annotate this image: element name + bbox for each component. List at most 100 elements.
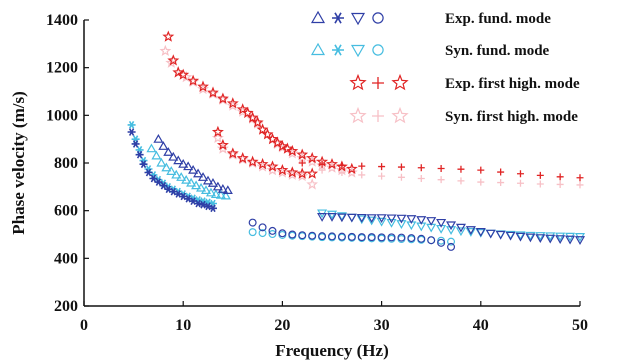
data-point <box>266 160 279 172</box>
data-point <box>485 229 496 239</box>
data-point <box>149 174 158 183</box>
data-point <box>188 164 199 174</box>
data-point <box>308 231 317 240</box>
legend: Exp. fund. mode Syn. fund. mode Exp. first… <box>310 10 580 125</box>
data-point <box>437 238 446 247</box>
legend-marker <box>350 12 366 26</box>
data-point <box>251 116 264 128</box>
x-tick-label: 0 <box>80 317 88 334</box>
data-point <box>276 140 289 152</box>
data-point <box>387 233 396 242</box>
legend-label: Exp. fund. mode <box>445 11 551 27</box>
data-point <box>367 233 376 242</box>
data-point <box>318 160 326 168</box>
data-point <box>555 235 566 244</box>
data-point <box>256 160 269 172</box>
legend-marker <box>310 42 326 56</box>
data-point <box>437 176 445 184</box>
data-point <box>397 173 405 181</box>
data-point <box>171 169 182 179</box>
data-point <box>326 161 338 173</box>
data-point <box>198 172 209 181</box>
data-point <box>127 120 136 129</box>
data-point <box>211 125 224 138</box>
legend-entry: Exp. fund. mode <box>310 10 551 27</box>
data-point <box>386 218 397 228</box>
data-point <box>437 236 446 245</box>
data-point <box>366 216 377 226</box>
data-point <box>356 215 367 225</box>
data-point <box>191 180 202 190</box>
data-point <box>397 233 406 242</box>
x-tick-label: 20 <box>274 317 290 334</box>
data-point <box>336 213 347 223</box>
legend-marker <box>349 106 367 124</box>
data-point <box>186 177 197 187</box>
tick-labels: 0 10 20 30 40 50 200 400 600 800 1000 1200 1400 <box>46 12 588 334</box>
legend-marker <box>349 73 367 91</box>
data-point <box>525 231 536 241</box>
data-point <box>417 164 425 172</box>
data-point <box>207 178 218 187</box>
y-tick-label: 800 <box>54 155 78 172</box>
data-point <box>248 218 257 227</box>
x-axis-title: Frequency (Hz) <box>275 341 388 360</box>
data-point <box>455 227 466 237</box>
data-point <box>154 178 163 186</box>
data-point <box>574 236 586 245</box>
data-point <box>161 162 172 172</box>
x-tick-label: 10 <box>175 317 191 334</box>
data-point <box>258 223 267 232</box>
data-point <box>196 182 207 192</box>
legend-entry: Exp. first high. mode <box>349 73 580 92</box>
data-point <box>455 223 466 233</box>
series-exp_fund-triangle-down <box>317 213 586 245</box>
data-point <box>447 237 456 246</box>
data-point <box>212 181 223 191</box>
data-point <box>346 162 358 175</box>
data-point <box>465 228 476 237</box>
data-point <box>556 173 564 181</box>
data-point <box>256 123 269 135</box>
data-point <box>356 213 367 223</box>
data-point <box>127 128 136 136</box>
data-point <box>241 106 254 119</box>
data-point <box>556 180 564 188</box>
data-point <box>326 210 338 220</box>
data-point <box>296 148 309 160</box>
data-point <box>168 151 179 161</box>
series-exp_fund-triangle-up <box>153 133 233 195</box>
data-point <box>376 214 387 224</box>
legend-marker <box>372 12 384 24</box>
data-point <box>151 150 162 160</box>
data-point <box>477 166 485 174</box>
data-point <box>347 232 356 241</box>
y-tick-label: 1400 <box>46 12 78 29</box>
data-point <box>286 144 299 157</box>
y-tick-label: 400 <box>54 250 78 267</box>
data-point <box>555 232 566 242</box>
data-point <box>397 163 405 171</box>
data-point <box>436 218 447 228</box>
data-point <box>281 142 294 154</box>
data-point <box>222 185 233 195</box>
y-axis-title: Phase velocity (m/s) <box>9 91 28 235</box>
data-point <box>165 56 178 68</box>
data-point <box>576 174 584 182</box>
data-point <box>376 217 387 227</box>
data-point <box>386 214 397 224</box>
legend-entry: Syn. first high. mode <box>349 106 578 125</box>
data-point <box>176 172 187 181</box>
data-point <box>417 234 426 243</box>
data-point <box>326 157 338 170</box>
data-point <box>447 242 456 251</box>
data-point <box>166 166 177 175</box>
data-point <box>457 177 465 185</box>
data-point <box>366 214 377 224</box>
axes <box>83 19 581 307</box>
y-tick-label: 600 <box>54 203 78 220</box>
data-point <box>153 133 164 143</box>
x-tick-label: 40 <box>473 317 489 334</box>
legend-marker <box>391 73 409 91</box>
data-point <box>266 164 279 176</box>
